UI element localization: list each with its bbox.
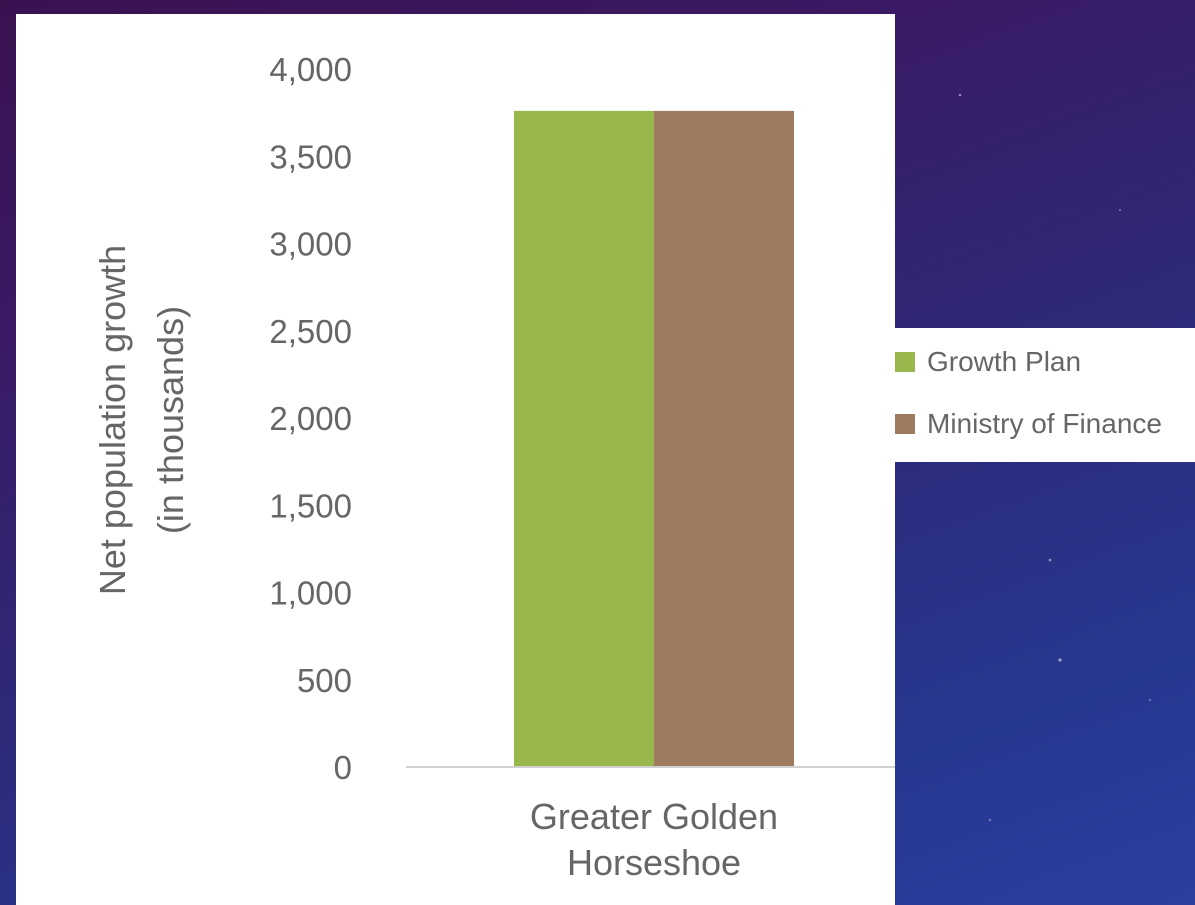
legend-label-ministry-of-finance: Ministry of Finance <box>927 408 1162 439</box>
legend-swatch-ministry-of-finance <box>895 414 915 434</box>
bar-chart: Net population growth (in thousands) 0 500… <box>92 51 895 883</box>
legend: Growth Plan Ministry of Finance <box>895 328 1195 462</box>
y-tick-label: 3,500 <box>269 138 352 175</box>
y-tick-label: 2,500 <box>269 313 352 350</box>
y-tick-label: 2,000 <box>269 400 352 437</box>
bar-growth-plan <box>514 110 654 767</box>
x-tick-label: Greater Golden Horseshoe <box>530 796 778 883</box>
y-tick-label: 0 <box>334 749 352 786</box>
legend-item-growth-plan: Growth Plan <box>895 346 1082 378</box>
y-tick-label: 1,000 <box>269 575 352 612</box>
bars <box>514 110 794 767</box>
y-axis-title: Net population growth (in thousands) <box>92 245 191 595</box>
y-axis-title-text: Net population growth (in thousands) <box>92 245 191 595</box>
y-tick-label: 4,000 <box>269 51 352 88</box>
y-tick-label: 3,000 <box>269 226 352 263</box>
bar-ministry-of-finance <box>654 110 794 767</box>
legend-label-growth-plan: Growth Plan <box>927 346 1082 377</box>
legend-item-ministry-of-finance: Ministry of Finance <box>895 408 1162 440</box>
y-tick-label: 1,500 <box>269 487 352 524</box>
y-tick-label: 500 <box>297 662 352 699</box>
x-axis-ticks: Greater Golden Horseshoe <box>530 796 778 883</box>
y-axis-ticks: 0 500 1,000 1,500 2,000 2,500 3,000 3,500 4,000 <box>269 51 352 786</box>
legend-swatch-growth-plan <box>895 352 915 372</box>
